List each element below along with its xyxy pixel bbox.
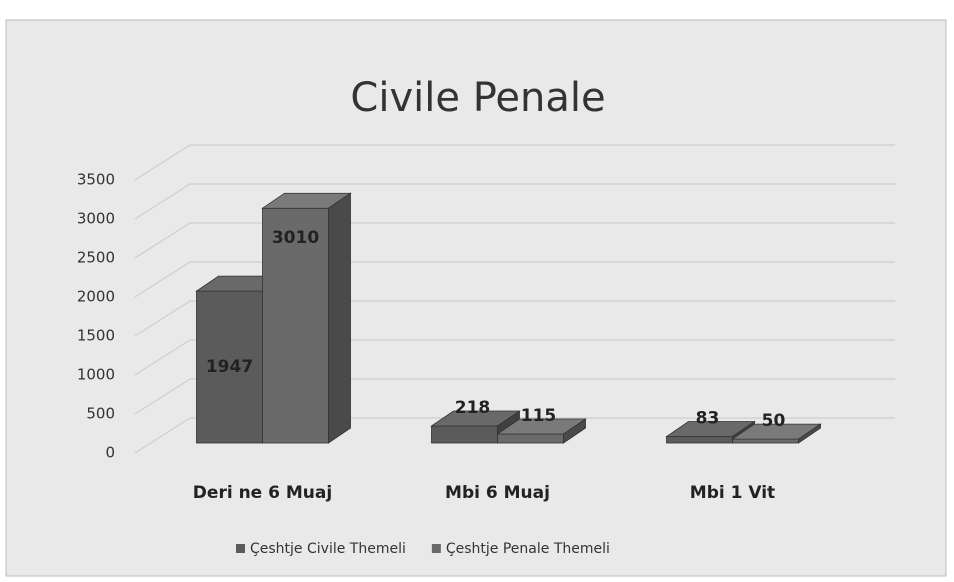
grid-line — [134, 378, 895, 415]
data-label: 3010 — [272, 228, 319, 248]
x-tick-label: Deri ne 6 Muaj — [193, 483, 332, 503]
y-tick-label: 1000 — [77, 366, 115, 384]
data-label: 218 — [455, 398, 491, 418]
legend-label: Çeshtje Penale Themeli — [446, 541, 610, 557]
grid-line — [134, 417, 895, 454]
legend-swatch — [431, 544, 441, 553]
y-tick-label: 1500 — [77, 327, 115, 345]
bar-front — [262, 207, 329, 444]
y-tick-label: 2000 — [77, 288, 115, 306]
bar-front — [666, 436, 733, 444]
data-label: 115 — [521, 406, 557, 426]
y-tick-label: 3500 — [77, 171, 115, 189]
chart-title: Civile Penale — [350, 75, 605, 121]
bar-side — [328, 192, 351, 444]
bar — [496, 418, 587, 444]
bar-side — [798, 423, 821, 444]
x-tick-label: Mbi 6 Muaj — [445, 483, 550, 503]
y-tick-label: 500 — [86, 405, 115, 423]
legend-label: Çeshtje Civile Themeli — [250, 541, 406, 557]
bar — [731, 423, 822, 444]
bar — [261, 192, 352, 444]
legend-swatch — [236, 544, 245, 553]
data-label: 50 — [762, 411, 786, 431]
bar-front — [732, 438, 799, 444]
bar-front — [196, 290, 263, 444]
y-tick-label: 0 — [105, 444, 115, 462]
y-tick-label: 3000 — [77, 210, 115, 228]
x-tick-label: Mbi 1 Vit — [690, 483, 775, 503]
data-label: 1947 — [206, 357, 253, 377]
grid-line — [134, 183, 895, 220]
bar-front — [497, 433, 564, 444]
grid-line — [134, 144, 895, 181]
grid-line — [134, 222, 895, 259]
chart-background — [5, 19, 947, 577]
data-label: 83 — [696, 409, 720, 429]
grid-line — [134, 261, 895, 298]
bar-side — [563, 418, 586, 444]
grid-line — [134, 339, 895, 376]
y-tick-label: 2500 — [77, 249, 115, 267]
bar-front — [431, 425, 498, 444]
grid-line — [134, 300, 895, 337]
bar — [665, 420, 756, 444]
